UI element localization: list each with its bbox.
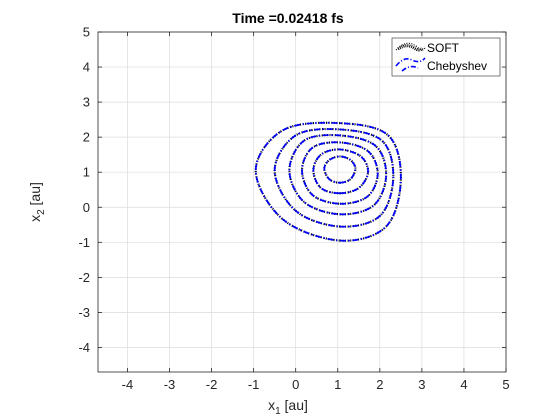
x-tick-label: -4 xyxy=(122,377,134,392)
y-tick-label: 0 xyxy=(83,200,90,215)
contour-chebyshev-level-3 xyxy=(301,141,379,205)
contour-chebyshev-level-4 xyxy=(288,134,387,216)
x-tick-label: -2 xyxy=(206,377,218,392)
legend-label-soft: SOFT xyxy=(427,41,460,55)
y-tick-label: -2 xyxy=(78,270,90,285)
plot-area: -4 -3 -2 -1 0 1 2 3 4 5 -4 -3 -2 -1 0 1 2 3 4 5 xyxy=(78,25,509,393)
legend: SOFT Chebyshev xyxy=(391,37,501,77)
ticks xyxy=(98,31,507,372)
contour-chebyshev-level-5 xyxy=(273,128,395,228)
legend-swatch-soft-fill xyxy=(397,44,424,52)
legend-entry-soft: SOFT xyxy=(395,41,460,55)
x-tick-label: -3 xyxy=(164,377,176,392)
contour-lines xyxy=(254,121,402,242)
legend-swatch-soft xyxy=(395,42,426,51)
legend-swatch-chebyshev xyxy=(395,57,426,72)
y-axis-label: x2 [au] xyxy=(27,182,47,222)
contour-soft-level-1 xyxy=(323,155,357,184)
x-tick-label: 4 xyxy=(460,377,467,392)
x-tick-label: 0 xyxy=(292,377,299,392)
legend-box xyxy=(391,37,501,77)
y-tick-label: -3 xyxy=(78,305,90,320)
y-tick-label: 4 xyxy=(83,60,90,75)
x-tick-label: 3 xyxy=(418,377,425,392)
legend-entry-chebyshev: Chebyshev xyxy=(395,57,487,73)
y-tick-label: -1 xyxy=(78,235,90,250)
contour-chebyshev-level-6 xyxy=(254,121,402,242)
contour-chebyshev-level-2 xyxy=(312,148,369,195)
tick-labels: -4 -3 -2 -1 0 1 2 3 4 5 -4 -3 -2 -1 0 1 2 3 4 5 xyxy=(78,25,509,393)
x-tick-label: 5 xyxy=(502,377,509,392)
axes-box xyxy=(97,31,507,373)
contour-chebyshev-level-1 xyxy=(323,155,357,184)
x-axis-label: x1 [au] xyxy=(268,397,308,417)
y-tick-label: 1 xyxy=(83,165,90,180)
legend-label-chebyshev: Chebyshev xyxy=(427,59,487,73)
x-tick-label: -1 xyxy=(248,377,260,392)
y-tick-label: 5 xyxy=(83,25,90,40)
y-tick-label: 3 xyxy=(83,95,90,110)
series-chebyshev xyxy=(254,121,402,242)
y-tick-label: -4 xyxy=(78,340,90,355)
y-tick-label: 2 xyxy=(83,130,90,145)
axes-background xyxy=(98,32,506,372)
x-tick-label: 2 xyxy=(376,377,383,392)
chart-title: Time =0.02418 fs xyxy=(232,10,344,26)
x-tick-label: 1 xyxy=(334,377,341,392)
